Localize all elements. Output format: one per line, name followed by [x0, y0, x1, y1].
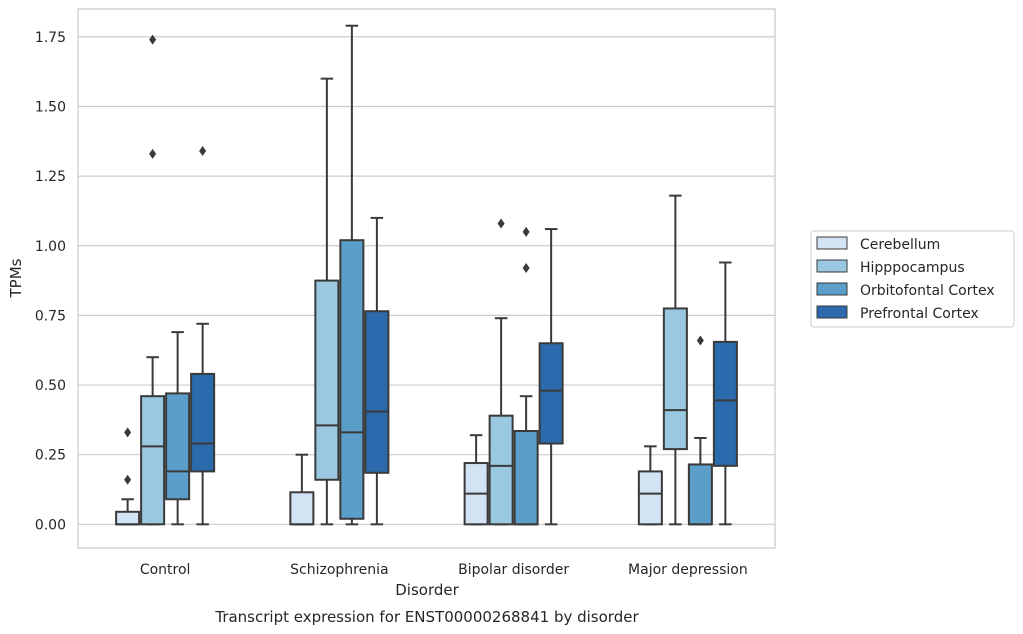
- legend-swatch-orbitofrontal: [816, 282, 848, 296]
- outlier-point: [149, 34, 157, 45]
- x-tick-label: Schizophrenia: [290, 562, 388, 578]
- y-tick-label: 1.25: [35, 169, 66, 185]
- box-iqr: [637, 470, 663, 526]
- legend-label-cerebellum: Cerebellum: [860, 237, 940, 253]
- box-iqr: [712, 340, 738, 467]
- box-prefrontal-cortex-bipolar-disorder: [538, 228, 564, 526]
- y-tick-label: 0.50: [35, 378, 66, 394]
- legend-item-orbitofrontal: Orbitofontal Cortex: [816, 282, 995, 299]
- legend-swatch-cerebellum: [816, 236, 848, 250]
- box-hipppocampus-major-depression: [662, 194, 688, 526]
- box-orbitofontal-cortex-bipolar-disorder: [513, 226, 539, 526]
- legend-swatch-prefrontal: [816, 305, 848, 319]
- box-orbitofontal-cortex-major-depression: [687, 335, 713, 526]
- box-cerebellum-schizophrenia: [289, 453, 315, 526]
- legend-label-hippocampus: Hipppocampus: [860, 260, 965, 276]
- box-cerebellum-major-depression: [637, 445, 663, 526]
- x-tick-label: Control: [140, 562, 191, 578]
- box-orbitofontal-cortex-schizophrenia: [339, 24, 365, 526]
- outlier-point: [199, 146, 207, 157]
- box-iqr: [538, 342, 564, 445]
- figure-caption: Transcript expression for ENST0000026884…: [214, 608, 639, 626]
- box-iqr: [289, 491, 315, 526]
- outlier-point: [124, 474, 132, 485]
- box-iqr: [339, 239, 365, 520]
- y-tick-label: 0.00: [35, 517, 66, 533]
- box-iqr: [687, 463, 713, 526]
- box-cerebellum-control: [115, 427, 141, 526]
- box-hipppocampus-control: [140, 34, 166, 526]
- y-tick-label: 0.75: [35, 308, 66, 324]
- y-tick-label: 1.50: [35, 99, 66, 115]
- y-tick-label: 1.00: [35, 239, 66, 255]
- box-hipppocampus-bipolar-disorder: [488, 218, 514, 526]
- box-iqr: [190, 372, 216, 473]
- outlier-point: [696, 335, 704, 346]
- legend-item-cerebellum: Cerebellum: [816, 236, 940, 253]
- box-orbitofontal-cortex-control: [165, 331, 191, 526]
- box-iqr: [165, 392, 191, 501]
- legend-item-hippocampus: Hipppocampus: [816, 259, 965, 276]
- y-tick-labels: 0.00 0.25 0.50 0.75 1.00 1.25 1.50 1.75: [35, 30, 66, 533]
- y-axis-title: TPMs: [7, 258, 25, 298]
- legend-label-prefrontal: Prefrontal Cortex: [860, 306, 979, 322]
- box-iqr: [662, 307, 688, 451]
- outlier-point: [522, 226, 530, 237]
- box-hipppocampus-schizophrenia: [314, 77, 340, 526]
- x-tick-labels: Control Schizophrenia Bipolar disorder Majo…: [140, 562, 748, 578]
- box-prefrontal-cortex-major-depression: [712, 261, 738, 526]
- outlier-point: [497, 218, 505, 229]
- legend-label-orbitofrontal: Orbitofontal Cortex: [860, 283, 995, 299]
- legend-frame: [810, 230, 1015, 328]
- y-tick-label: 0.25: [35, 448, 66, 464]
- box-prefrontal-cortex-schizophrenia: [364, 216, 390, 526]
- box-prefrontal-cortex-control: [190, 146, 216, 526]
- outlier-point: [124, 427, 132, 438]
- legend-item-prefrontal: Prefrontal Cortex: [816, 305, 979, 322]
- x-axis-title: Disorder: [395, 581, 459, 599]
- outlier-point: [149, 148, 157, 159]
- y-tick-label: 1.75: [35, 30, 66, 46]
- outlier-point: [522, 263, 530, 274]
- box-iqr: [488, 414, 514, 526]
- box-iqr: [364, 310, 390, 474]
- legend: Cerebellum Hipppocampus Orbitofontal Cor…: [810, 230, 1015, 328]
- plot-frame: [77, 8, 776, 549]
- box-iqr: [115, 510, 141, 526]
- box-iqr: [314, 279, 340, 481]
- x-tick-label: Bipolar disorder: [458, 562, 569, 578]
- x-tick-label: Major depression: [628, 562, 748, 578]
- legend-swatch-hippocampus: [816, 259, 848, 273]
- box-iqr: [140, 395, 166, 526]
- box-iqr: [513, 430, 539, 526]
- box-cerebellum-bipolar-disorder: [463, 434, 489, 526]
- box-series: [115, 24, 738, 526]
